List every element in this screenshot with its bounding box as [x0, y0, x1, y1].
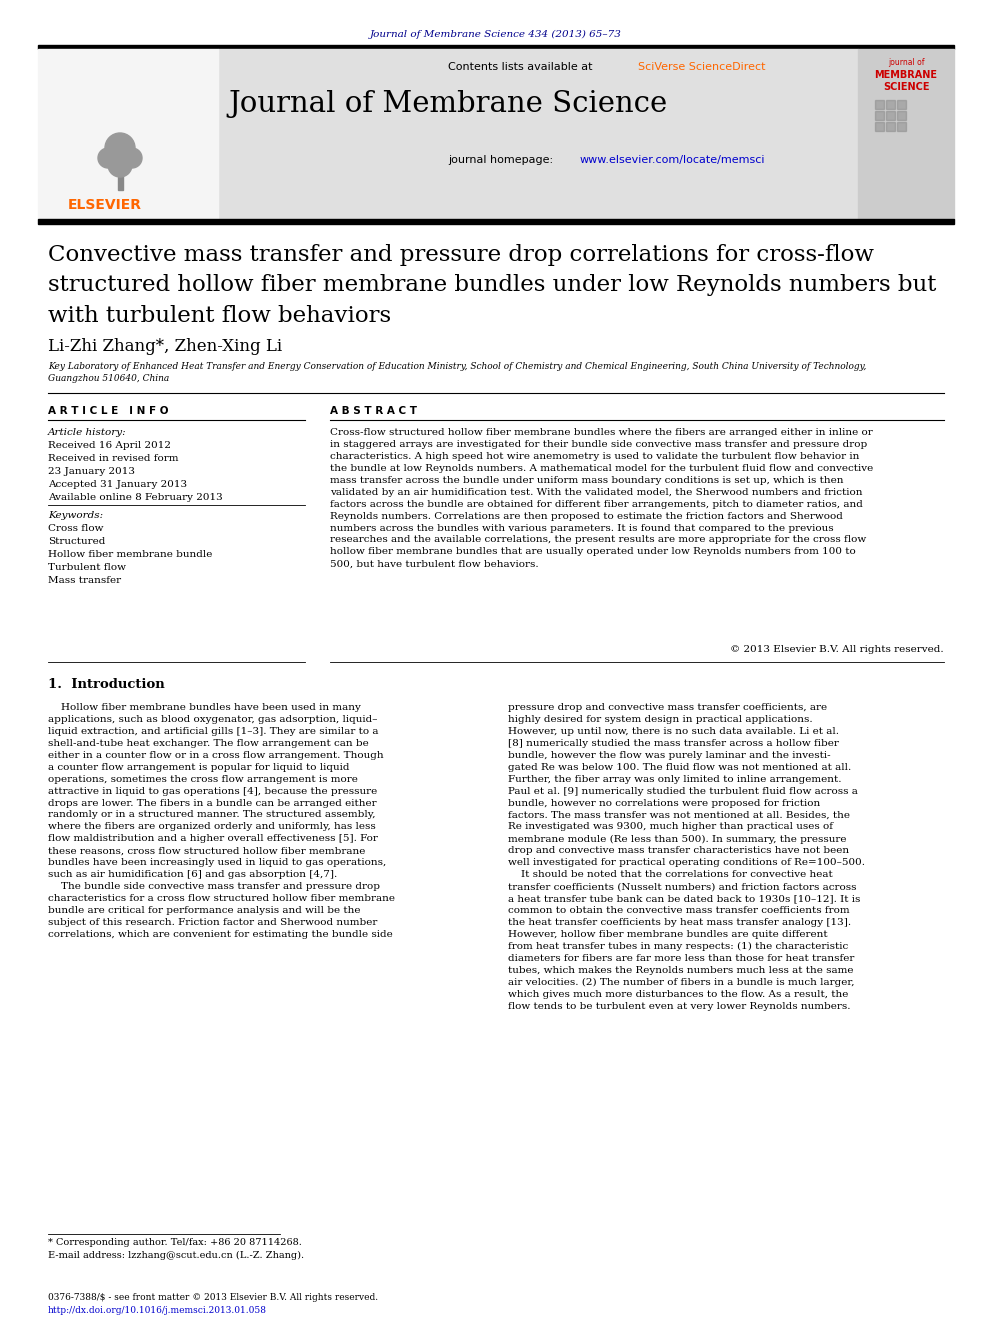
Text: © 2013 Elsevier B.V. All rights reserved.: © 2013 Elsevier B.V. All rights reserved… — [730, 646, 944, 654]
Text: Turbulent flow: Turbulent flow — [48, 564, 126, 572]
Text: Keywords:: Keywords: — [48, 511, 103, 520]
Text: A B S T R A C T: A B S T R A C T — [330, 406, 417, 415]
Bar — [897, 111, 906, 120]
Text: 0376-7388/$ - see front matter © 2013 Elsevier B.V. All rights reserved.: 0376-7388/$ - see front matter © 2013 El… — [48, 1293, 378, 1302]
Bar — [875, 122, 884, 131]
Text: Accepted 31 January 2013: Accepted 31 January 2013 — [48, 480, 187, 490]
Bar — [38, 45, 954, 49]
Text: Structured: Structured — [48, 537, 105, 546]
Text: Journal of Membrane Science 434 (2013) 65–73: Journal of Membrane Science 434 (2013) 6… — [370, 30, 622, 40]
Text: pressure drop and convective mass transfer coefficients, are
highly desired for : pressure drop and convective mass transf… — [508, 703, 865, 1011]
Bar — [897, 122, 906, 131]
Text: * Corresponding author. Tel/fax: +86 20 87114268.: * Corresponding author. Tel/fax: +86 20 … — [48, 1238, 302, 1248]
Circle shape — [122, 148, 142, 168]
Text: Available online 8 February 2013: Available online 8 February 2013 — [48, 493, 223, 501]
Bar — [38, 220, 954, 224]
Bar — [897, 101, 906, 108]
Text: E-mail address: lzzhang@scut.edu.cn (L.-Z. Zhang).: E-mail address: lzzhang@scut.edu.cn (L.-… — [48, 1252, 305, 1259]
Bar — [118, 160, 123, 191]
Text: Hollow fiber membrane bundle: Hollow fiber membrane bundle — [48, 550, 212, 560]
Bar — [886, 122, 895, 131]
Text: 1.  Introduction: 1. Introduction — [48, 677, 165, 691]
Circle shape — [98, 148, 118, 168]
Text: Li-Zhi Zhang*, Zhen-Xing Li: Li-Zhi Zhang*, Zhen-Xing Li — [48, 337, 282, 355]
Bar — [38, 49, 218, 220]
Bar — [886, 101, 895, 108]
Text: Hollow fiber membrane bundles have been used in many
applications, such as blood: Hollow fiber membrane bundles have been … — [48, 703, 395, 939]
Bar — [875, 101, 884, 108]
Text: journal homepage:: journal homepage: — [448, 155, 557, 165]
Text: A R T I C L E   I N F O: A R T I C L E I N F O — [48, 406, 169, 415]
Text: Key Laboratory of Enhanced Heat Transfer and Energy Conservation of Education Mi: Key Laboratory of Enhanced Heat Transfer… — [48, 363, 866, 382]
Text: ELSEVIER: ELSEVIER — [68, 198, 142, 212]
Text: SCIENCE: SCIENCE — [883, 82, 930, 93]
Text: http://dx.doi.org/10.1016/j.memsci.2013.01.058: http://dx.doi.org/10.1016/j.memsci.2013.… — [48, 1306, 267, 1315]
Text: Convective mass transfer and pressure drop correlations for cross-flow
structure: Convective mass transfer and pressure dr… — [48, 243, 936, 327]
Text: SciVerse ScienceDirect: SciVerse ScienceDirect — [638, 62, 766, 71]
Text: Received 16 April 2012: Received 16 April 2012 — [48, 441, 171, 450]
Bar — [875, 111, 884, 120]
Text: Contents lists available at: Contents lists available at — [448, 62, 596, 71]
Circle shape — [108, 153, 132, 177]
Text: Received in revised form: Received in revised form — [48, 454, 179, 463]
Text: Cross-flow structured hollow fiber membrane bundles where the fibers are arrange: Cross-flow structured hollow fiber membr… — [330, 429, 873, 569]
Bar — [858, 49, 954, 220]
Text: Article history:: Article history: — [48, 429, 127, 437]
Text: MEMBRANE: MEMBRANE — [875, 70, 937, 79]
Text: Cross flow: Cross flow — [48, 524, 103, 533]
Bar — [886, 111, 895, 120]
Text: Journal of Membrane Science: Journal of Membrane Science — [228, 90, 668, 118]
Text: www.elsevier.com/locate/memsci: www.elsevier.com/locate/memsci — [580, 155, 766, 165]
Text: Mass transfer: Mass transfer — [48, 576, 121, 585]
Bar — [218, 49, 858, 220]
Circle shape — [105, 134, 135, 163]
Text: journal of: journal of — [888, 58, 925, 67]
Text: 23 January 2013: 23 January 2013 — [48, 467, 135, 476]
